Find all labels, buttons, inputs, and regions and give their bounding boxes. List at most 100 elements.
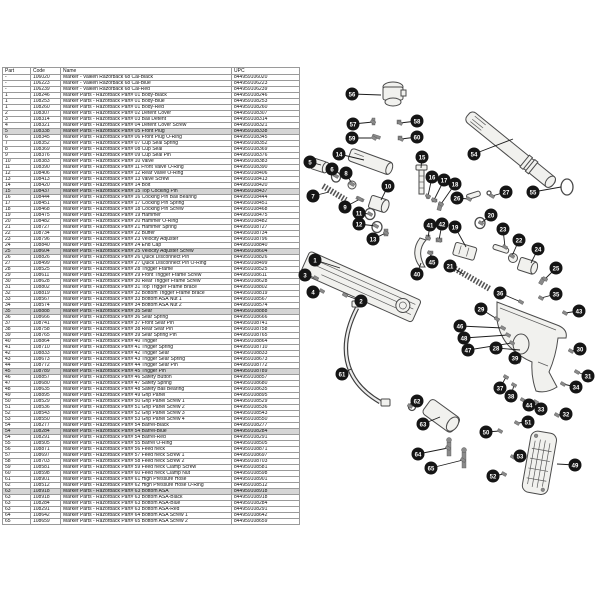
svg-text:43: 43 — [576, 309, 583, 315]
svg-text:8: 8 — [344, 171, 348, 177]
svg-text:7: 7 — [311, 194, 315, 200]
callout-2: 2 — [341, 292, 368, 308]
callout-15: 15 — [415, 150, 429, 169]
callout-46: 46 — [453, 319, 507, 333]
callout-14: 14 — [332, 147, 365, 161]
callout-33: 33 — [532, 399, 548, 416]
svg-text:49: 49 — [572, 463, 579, 469]
small-part-shape — [477, 220, 485, 226]
callout-11: 11 — [352, 206, 374, 220]
svg-text:53: 53 — [517, 454, 524, 460]
small-part-shape — [396, 120, 404, 126]
svg-text:9: 9 — [343, 205, 347, 211]
svg-text:4: 4 — [311, 290, 315, 296]
callout-40: 40 — [410, 262, 424, 281]
callout-65: 65 — [424, 457, 467, 475]
callout-9: 9 — [338, 196, 364, 214]
upc-cell: 844959108659 — [231, 518, 300, 525]
svg-text:54: 54 — [471, 152, 478, 158]
svg-text:37: 37 — [497, 386, 504, 392]
svg-text:6: 6 — [330, 167, 334, 173]
table-row: 54 108284 Marker Parts - Razorback Part# 5… — [2, 428, 300, 435]
svg-text:5: 5 — [308, 160, 312, 166]
svg-text:56: 56 — [349, 92, 356, 98]
small-part-shape — [366, 211, 374, 217]
svg-text:40: 40 — [414, 272, 421, 278]
bottom-asa-shape — [422, 399, 467, 469]
svg-text:34: 34 — [573, 385, 580, 391]
svg-text:15: 15 — [419, 155, 426, 161]
small-part-shape — [312, 275, 320, 281]
svg-text:16: 16 — [429, 175, 436, 181]
small-part-shape — [504, 332, 512, 338]
small-part-shape — [508, 253, 516, 259]
svg-text:62: 62 — [414, 399, 421, 405]
svg-text:58: 58 — [414, 119, 421, 125]
small-part-shape — [501, 244, 509, 250]
callout-7: 7 — [306, 189, 330, 203]
callout-13: 13 — [366, 230, 390, 246]
small-part-shape — [567, 348, 575, 354]
svg-text:64: 64 — [415, 452, 422, 458]
small-part-shape — [372, 223, 380, 229]
svg-text:51: 51 — [525, 420, 532, 426]
small-part-shape — [430, 197, 438, 203]
small-part-shape — [341, 292, 349, 298]
callout-16: 16 — [424, 170, 439, 199]
small-part-shape — [318, 288, 326, 294]
svg-text:10: 10 — [385, 184, 392, 190]
callout-8: 8 — [339, 166, 356, 187]
svg-text:19: 19 — [452, 225, 459, 231]
callout-21: 21 — [443, 259, 464, 275]
small-part-shape — [348, 181, 356, 187]
small-part-shape — [541, 276, 549, 282]
callout-60: 60 — [397, 130, 424, 144]
table-header-row: Part Code Name UPC — [2, 67, 300, 75]
callout-49: 49 — [556, 458, 582, 472]
feedneck-shape — [382, 81, 407, 107]
svg-text:18: 18 — [452, 182, 459, 188]
svg-text:59: 59 — [349, 136, 356, 142]
callout-47: 47 — [461, 340, 516, 357]
small-part-shape — [370, 135, 378, 141]
small-part-shape — [406, 403, 414, 409]
callout-23: 23 — [496, 222, 510, 250]
callout-61: 61 — [335, 367, 352, 381]
svg-text:26: 26 — [454, 196, 461, 202]
callout-27: 27 — [488, 185, 513, 199]
callout-54: 54 — [467, 138, 514, 161]
small-part-shape — [500, 471, 508, 477]
small-part-shape — [559, 381, 567, 387]
small-part-shape — [444, 445, 452, 451]
small-part-shape — [502, 374, 510, 380]
svg-text:36: 36 — [497, 291, 504, 297]
small-part-shape — [517, 299, 525, 305]
part-shapes — [300, 81, 574, 495]
small-part-shape — [499, 325, 507, 331]
svg-text:29: 29 — [478, 307, 485, 313]
callout-3: 3 — [298, 268, 320, 282]
table-row: 5 108338 Marker Parts - Razorback Part# 05… — [2, 128, 300, 135]
callout-55: 55 — [526, 185, 562, 199]
svg-text:12: 12 — [356, 222, 363, 228]
valve-tube-shape — [347, 148, 394, 175]
svg-text:41: 41 — [427, 223, 434, 229]
callout-34: 34 — [559, 380, 583, 394]
svg-text:1: 1 — [313, 258, 317, 264]
svg-text:39: 39 — [512, 356, 519, 362]
table-row: 45 108789 Marker Parts - Razorback Part# 4… — [2, 368, 300, 375]
callout-24: 24 — [530, 242, 545, 264]
svg-text:55: 55 — [530, 190, 537, 196]
small-part-shape — [488, 193, 496, 199]
svg-text:20: 20 — [488, 213, 495, 219]
svg-text:11: 11 — [356, 211, 363, 217]
callout-19: 19 — [448, 220, 467, 248]
table-row: 65 108659 Marker Parts - Razorback Part# 6… — [2, 518, 300, 525]
grip-panel-shape — [521, 430, 557, 495]
svg-text:30: 30 — [577, 347, 584, 353]
svg-text:47: 47 — [465, 348, 472, 354]
callout-48: 48 — [457, 331, 512, 345]
quick-disconnect-shape — [466, 190, 492, 200]
callout-41: 41 — [423, 218, 437, 241]
